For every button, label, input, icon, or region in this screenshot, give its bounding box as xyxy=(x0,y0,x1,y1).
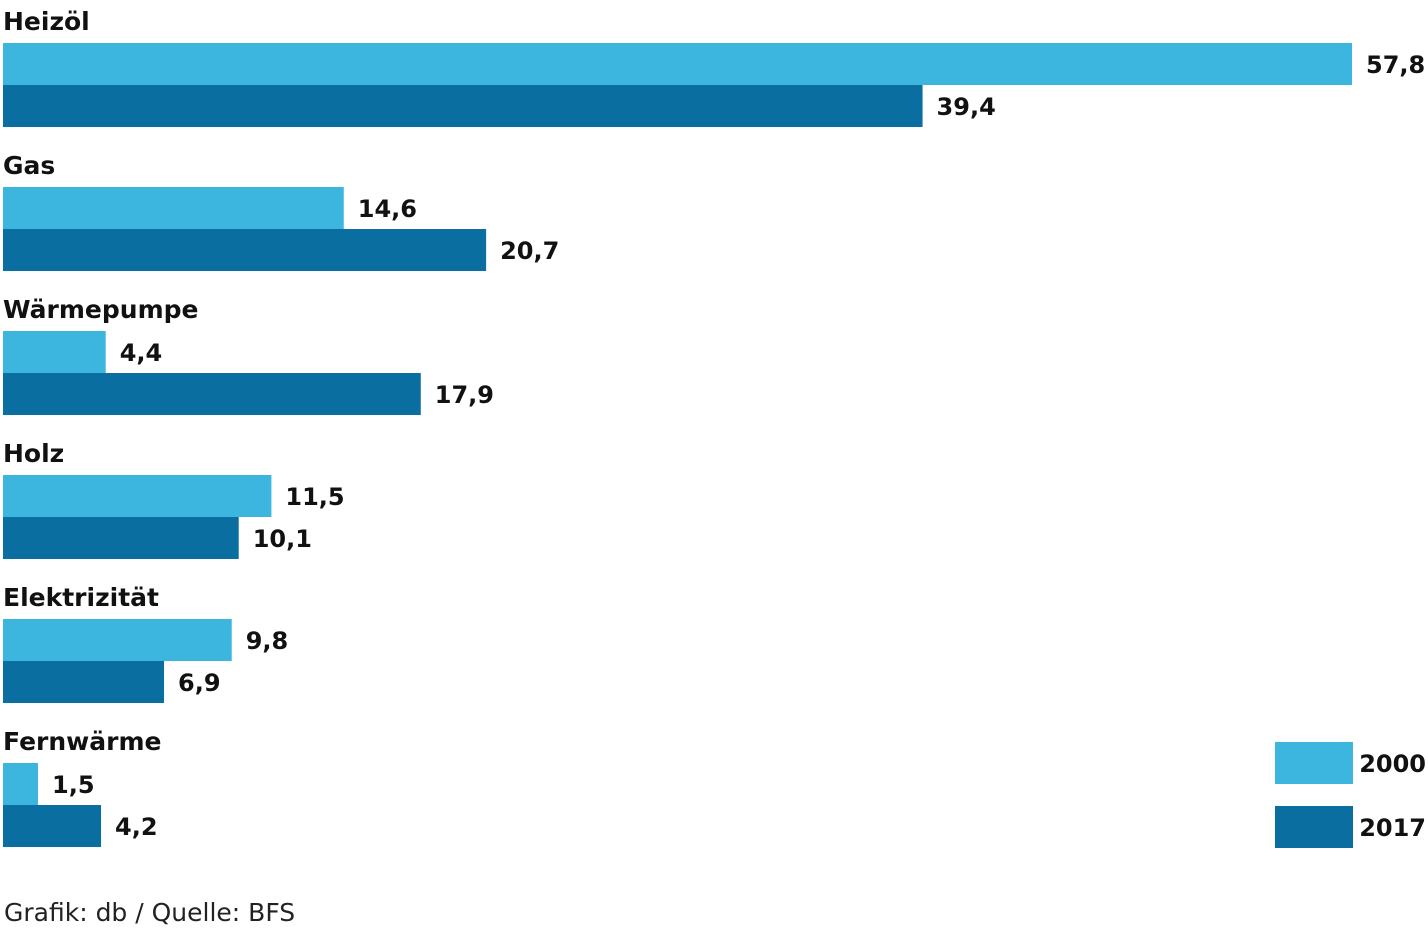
value-label-waermepumpe-2000: 4,4 xyxy=(120,339,163,367)
legend-label-2000: 2000 xyxy=(1359,750,1426,778)
value-label-fernwaerme-2000: 1,5 xyxy=(52,771,95,799)
value-label-elektrizitaet-2017: 6,9 xyxy=(178,669,221,697)
value-label-gas-2000: 14,6 xyxy=(358,195,417,223)
bar-waermepumpe-2000 xyxy=(3,331,106,373)
bar-elektrizitaet-2000 xyxy=(3,619,232,661)
value-label-waermepumpe-2017: 17,9 xyxy=(435,381,494,409)
value-label-gas-2017: 20,7 xyxy=(500,237,559,265)
category-label-waermepumpe: Wärmepumpe xyxy=(3,295,198,324)
bars-layer: Heizöl 57,8 39,4 Gas 14,6 20,7 Wärmepumpe 4,4 17… xyxy=(3,7,1425,847)
bar-heizoel-2000 xyxy=(3,43,1352,85)
bar-elektrizitaet-2017 xyxy=(3,661,165,703)
value-label-fernwaerme-2017: 4,2 xyxy=(115,813,158,841)
bar-holz-2000 xyxy=(3,475,272,517)
category-label-heizoel: Heizöl xyxy=(3,7,90,36)
source-note: Grafik: db / Quelle: BFS xyxy=(4,898,296,927)
bar-gas-2000 xyxy=(3,187,344,229)
bar-waermepumpe-2017 xyxy=(3,373,421,415)
legend: 2000 2017 xyxy=(1275,742,1426,848)
bar-gas-2017 xyxy=(3,229,487,271)
legend-swatch-2000 xyxy=(1275,742,1353,784)
legend-label-2017: 2017 xyxy=(1359,814,1426,842)
category-label-fernwaerme: Fernwärme xyxy=(3,727,161,756)
category-label-gas: Gas xyxy=(3,151,55,180)
bar-heizoel-2017 xyxy=(3,85,923,127)
category-label-elektrizitaet: Elektrizität xyxy=(3,583,159,612)
bar-holz-2017 xyxy=(3,517,239,559)
value-label-heizoel-2017: 39,4 xyxy=(937,93,996,121)
value-label-holz-2017: 10,1 xyxy=(253,525,312,553)
value-label-holz-2000: 11,5 xyxy=(285,483,344,511)
value-label-heizoel-2000: 57,8 xyxy=(1366,51,1425,79)
value-label-elektrizitaet-2000: 9,8 xyxy=(246,627,289,655)
bar-fernwaerme-2017 xyxy=(3,805,102,847)
category-label-holz: Holz xyxy=(3,439,64,468)
bar-fernwaerme-2000 xyxy=(3,763,39,805)
legend-swatch-2017 xyxy=(1275,806,1353,848)
